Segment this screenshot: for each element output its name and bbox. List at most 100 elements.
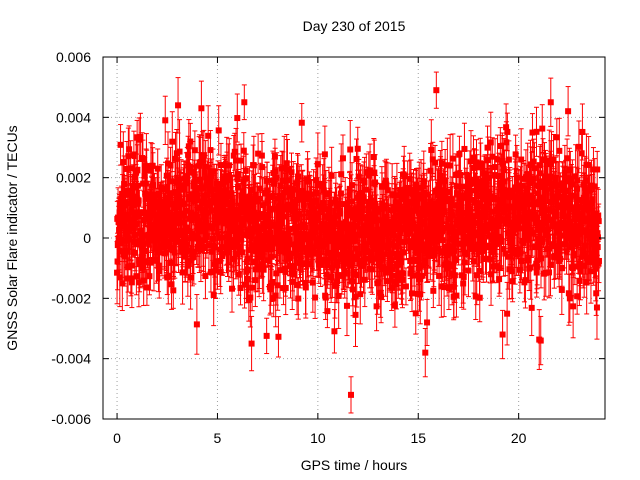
data-point (393, 192, 400, 199)
data-point (169, 178, 176, 185)
data-point (179, 269, 186, 276)
data-point (156, 248, 163, 255)
data-point (295, 173, 302, 180)
data-point (240, 147, 247, 154)
data-point (303, 190, 310, 197)
data-point (125, 214, 132, 221)
data-point (163, 172, 170, 179)
data-point (359, 198, 366, 205)
data-point (358, 262, 365, 269)
data-point (133, 220, 140, 227)
data-point (307, 213, 314, 220)
data-point (208, 248, 215, 255)
data-point (416, 191, 423, 198)
data-point (165, 273, 172, 280)
data-point (349, 278, 356, 285)
data-point (202, 163, 209, 170)
data-point (328, 172, 335, 179)
data-point (360, 259, 367, 266)
data-point (321, 205, 328, 212)
data-point (331, 328, 338, 335)
data-point (417, 291, 424, 298)
data-point (207, 147, 214, 154)
data-point (408, 265, 415, 272)
data-point (117, 141, 124, 148)
data-point (181, 212, 188, 219)
data-point (419, 210, 426, 217)
data-point (412, 235, 419, 242)
data-point (295, 224, 302, 231)
data-point (417, 237, 424, 244)
data-point (251, 258, 258, 265)
data-point (323, 271, 330, 278)
data-point (309, 279, 316, 286)
data-point (282, 284, 289, 291)
data-point (231, 148, 238, 155)
data-point (406, 175, 413, 182)
data-point (330, 246, 337, 253)
data-point (291, 271, 298, 278)
data-point (253, 247, 260, 254)
data-point (277, 248, 284, 255)
data-point (402, 283, 409, 290)
data-point (207, 268, 214, 275)
data-point (284, 243, 291, 250)
data-point (334, 236, 341, 243)
data-point (276, 267, 283, 274)
data-point (185, 143, 192, 150)
data-point (299, 187, 306, 194)
data-point (216, 205, 223, 212)
data-point (375, 279, 382, 286)
data-point (399, 224, 406, 231)
data-point (295, 295, 302, 302)
data-point (371, 169, 378, 176)
data-point (275, 333, 282, 340)
data-point (243, 231, 250, 238)
data-point (273, 174, 280, 181)
data-point (355, 173, 362, 180)
data-point (125, 153, 132, 160)
data-point (259, 252, 266, 259)
data-point (238, 157, 245, 164)
data-point (147, 167, 154, 174)
data-point (412, 310, 419, 317)
data-point (139, 155, 146, 162)
data-point (320, 200, 327, 207)
data-point (377, 217, 384, 224)
data-point (140, 277, 147, 284)
data-point (385, 244, 392, 251)
data-point (420, 183, 427, 190)
data-point (311, 223, 318, 230)
data-point (211, 220, 218, 227)
data-point (152, 232, 159, 239)
data-point (348, 182, 355, 189)
data-point (272, 292, 279, 299)
data-point (183, 241, 190, 248)
data-point (222, 212, 229, 219)
data-point (321, 256, 328, 263)
data-point (392, 199, 399, 206)
data-point (244, 227, 251, 234)
data-point (391, 302, 398, 309)
data-point (240, 178, 247, 185)
data-point (281, 265, 288, 272)
data-point (269, 177, 276, 184)
data-point (343, 302, 350, 309)
data-point (368, 252, 375, 259)
data-point (373, 216, 380, 223)
data-point (342, 201, 349, 208)
data-point (404, 185, 411, 192)
data-point (291, 211, 298, 218)
data-point (176, 148, 183, 155)
data-point (369, 266, 376, 273)
data-point (156, 212, 163, 219)
data-point (338, 251, 345, 258)
data-point (285, 177, 292, 184)
data-point (270, 180, 277, 187)
data-point (361, 276, 368, 283)
data-point (171, 249, 178, 256)
data-point (312, 229, 319, 236)
data-point (233, 157, 240, 164)
data-point (285, 233, 292, 240)
data-point (230, 152, 237, 159)
